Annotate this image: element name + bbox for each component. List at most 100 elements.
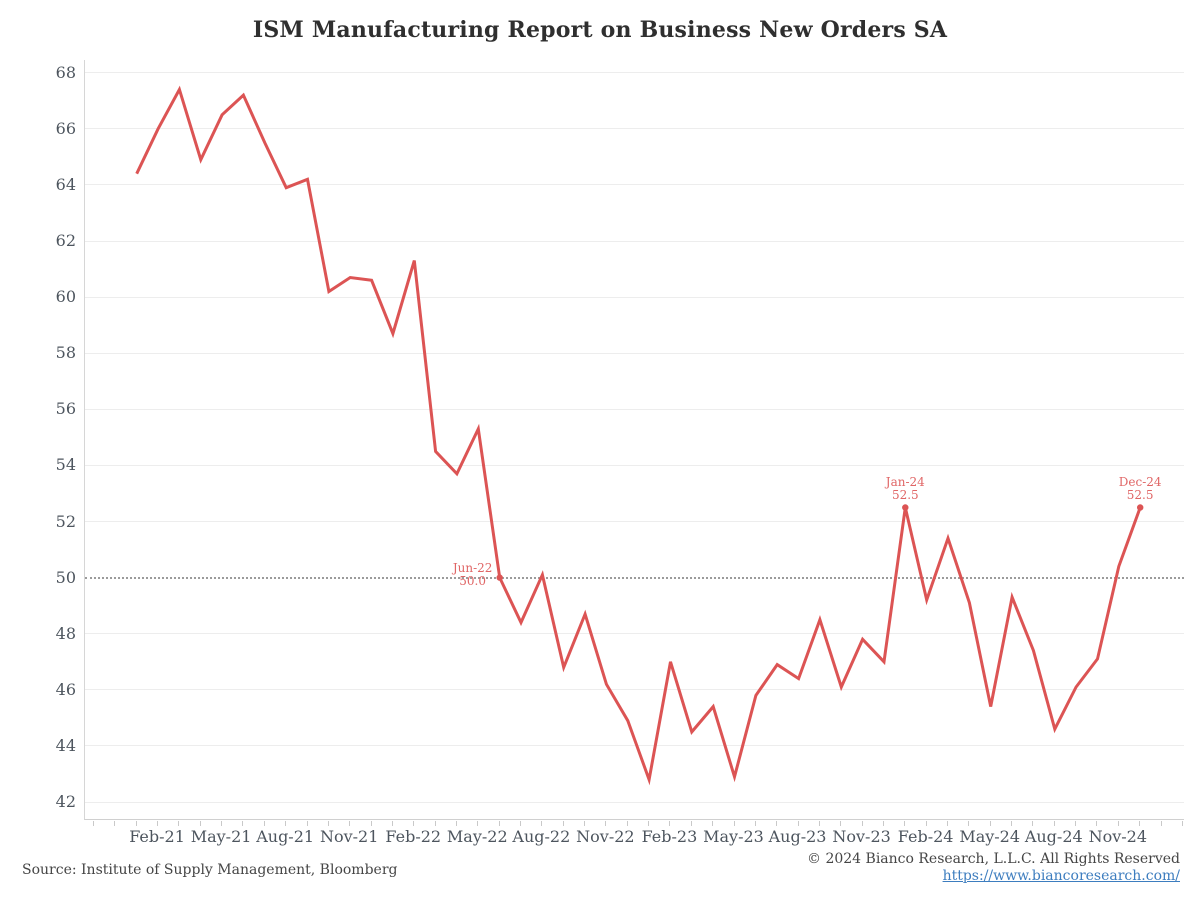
gridline [85, 408, 1184, 410]
y-tick-label: 68 [55, 62, 76, 82]
x-tick [178, 821, 180, 826]
x-tick [968, 821, 970, 826]
gridline [85, 352, 1184, 354]
website-link[interactable]: https://www.biancoresearch.com/ [942, 868, 1180, 884]
x-tick [370, 821, 372, 826]
x-tick [882, 821, 884, 826]
annotation-value: 52.5 [891, 487, 919, 502]
x-tick-label: Nov-22 [576, 827, 635, 846]
x-tick [1096, 821, 1098, 826]
x-tick [306, 821, 308, 826]
x-tick [989, 821, 991, 826]
annotation-value: 50.0 [459, 573, 486, 588]
gridline [85, 521, 1184, 522]
x-tick [349, 821, 351, 826]
y-tick-label: 66 [55, 118, 76, 138]
x-tick [1160, 821, 1162, 826]
footer-right: © 2024 Bianco Research, L.L.C. All Right… [807, 851, 1180, 885]
y-tick-label: 50 [55, 567, 76, 587]
x-tick [1075, 821, 1077, 826]
x-tick [114, 821, 116, 826]
x-tick [562, 821, 564, 826]
x-tick [413, 821, 415, 826]
x-tick [520, 821, 521, 826]
x-tick-label: May-21 [190, 827, 252, 846]
annotation-dec-24: Dec-24 52.5 [1100, 475, 1180, 502]
x-tick-label: Nov-24 [1088, 827, 1148, 846]
x-tick [840, 821, 842, 826]
x-tick [221, 821, 223, 826]
x-tick [199, 821, 201, 826]
x-tick [626, 821, 628, 826]
annotation-date: Jan-24 [885, 474, 925, 489]
x-tick [690, 821, 692, 826]
annotation-date: Jun-22 [452, 560, 493, 575]
x-tick [776, 821, 778, 826]
x-tick [263, 821, 265, 826]
x-tick-label: Nov-21 [319, 827, 379, 846]
y-tick-label: 64 [55, 174, 76, 194]
x-tick [541, 821, 543, 826]
x-tick [669, 821, 671, 826]
x-tick [947, 821, 948, 826]
y-tick-label: 60 [55, 287, 76, 307]
x-tick [733, 821, 735, 826]
x-tick [648, 821, 650, 826]
x-tick-label: May-23 [703, 827, 764, 846]
x-tick [605, 821, 607, 826]
source-note: Source: Institute of Supply Management, … [22, 862, 398, 878]
reference-line-50 [85, 576, 1184, 579]
data-point-marker [1137, 504, 1144, 511]
x-tick-label: Nov-23 [832, 827, 891, 846]
x-tick [1139, 821, 1141, 826]
gridline [85, 184, 1184, 186]
y-tick-label: 56 [55, 399, 76, 419]
annotation-value: 52.5 [1126, 487, 1154, 502]
x-tick-label: May-22 [446, 827, 508, 846]
x-tick [391, 821, 393, 826]
x-tick [477, 821, 479, 826]
x-tick [861, 821, 863, 826]
plot-area: Jun-22 50.0 Jan-24 52.5 Dec-24 52.5 [84, 60, 1184, 820]
annotation-jun-22: Jun-22 50.0 [433, 560, 513, 588]
gridline [85, 633, 1184, 635]
gridline [85, 128, 1184, 130]
x-tick [754, 821, 756, 826]
data-point-marker [902, 504, 909, 511]
x-tick [498, 821, 500, 826]
copyright-text: © 2024 Bianco Research, L.L.C. All Right… [807, 851, 1180, 867]
x-tick [93, 821, 94, 826]
y-tick-label: 42 [55, 792, 76, 811]
y-tick-label: 58 [55, 343, 76, 363]
x-tick-label: Aug-22 [512, 827, 571, 846]
x-tick [584, 821, 586, 826]
x-tick-label: Feb-23 [641, 827, 698, 846]
annotation-jan-24: Jan-24 52.5 [865, 474, 945, 502]
page-title: ISM Manufacturing Report on Business New… [252, 17, 948, 43]
y-tick-label: 48 [55, 623, 76, 643]
x-tick [455, 821, 457, 826]
x-tick [157, 821, 159, 826]
x-tick [1181, 821, 1183, 826]
x-tick-label: Feb-24 [897, 827, 954, 846]
gridline [85, 72, 1184, 74]
x-tick-label: Aug-23 [768, 827, 827, 846]
x-tick-label: Feb-21 [129, 827, 185, 846]
series-svg [135, 85, 1144, 786]
x-tick [712, 821, 714, 826]
x-tick-label: Feb-22 [385, 827, 442, 846]
gridline [85, 689, 1184, 691]
x-tick [797, 821, 799, 826]
x-tick [285, 821, 287, 826]
gridline [85, 745, 1184, 747]
gridline [85, 464, 1184, 466]
gridline [85, 240, 1184, 242]
y-tick-label: 62 [55, 231, 76, 250]
y-tick-label: 46 [55, 679, 76, 699]
y-tick-label: 44 [55, 735, 76, 755]
data-point-marker [496, 574, 503, 581]
x-tick [1117, 821, 1119, 826]
x-tick [327, 821, 329, 826]
x-tick [818, 821, 820, 826]
x-tick [904, 821, 906, 826]
